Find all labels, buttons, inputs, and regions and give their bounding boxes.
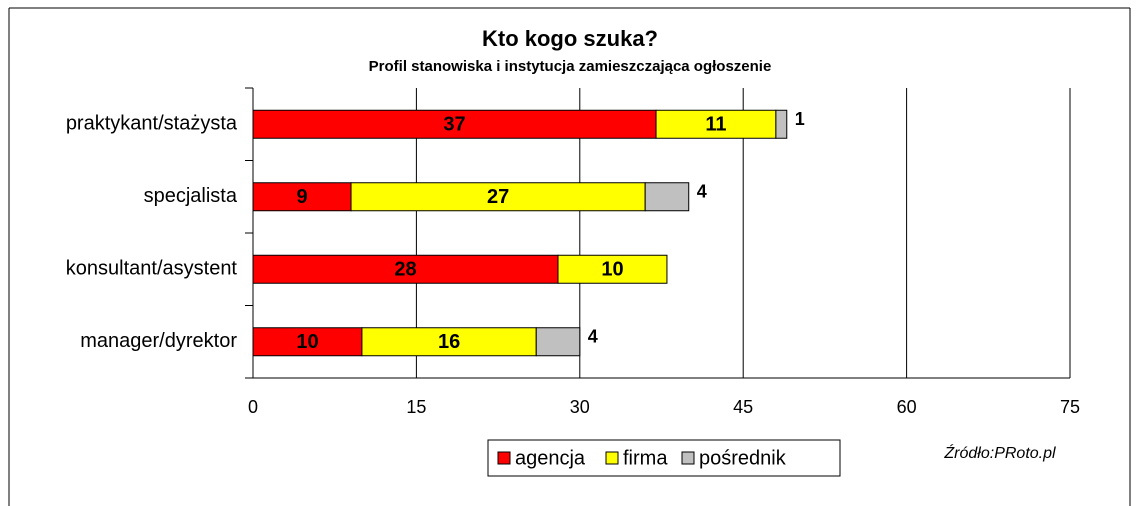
y-tick-label: manager/dyrektor bbox=[80, 330, 237, 352]
bar-segment bbox=[252, 182, 352, 212]
bar-segment bbox=[655, 109, 777, 139]
legend-box bbox=[487, 439, 841, 477]
bar-segment bbox=[775, 109, 788, 139]
bar-segment bbox=[252, 254, 559, 284]
data-label: 4 bbox=[697, 182, 707, 202]
bar-segment bbox=[252, 327, 363, 357]
chart-subtitle: Profil stanowiska i instytucja zamieszcz… bbox=[369, 58, 772, 75]
data-label: 11 bbox=[705, 114, 726, 136]
x-tick-label: 45 bbox=[733, 397, 753, 417]
x-tick-label: 0 bbox=[248, 397, 258, 417]
bar-segment bbox=[252, 109, 657, 139]
data-label: 37 bbox=[443, 114, 465, 136]
bar-segment bbox=[644, 182, 690, 212]
chart-title: Kto kogo szuka? bbox=[482, 26, 658, 51]
data-label: 9 bbox=[296, 186, 307, 208]
x-tick-label: 30 bbox=[570, 397, 590, 417]
source: Źródło:PRoto.pl bbox=[943, 443, 1056, 462]
bar-segment bbox=[535, 327, 581, 357]
x-tick-label: 60 bbox=[897, 397, 917, 417]
legend-label: agencja bbox=[515, 447, 586, 469]
data-label: 1 bbox=[795, 109, 805, 129]
legend-swatch bbox=[605, 451, 619, 465]
x-tick-label: 15 bbox=[406, 397, 426, 417]
legend-swatch bbox=[497, 451, 511, 465]
bar-segment bbox=[361, 327, 537, 357]
data-label: 28 bbox=[394, 259, 416, 281]
y-tick-label: konsultant/asystent bbox=[66, 258, 238, 280]
y-tick-label: specjalista bbox=[144, 185, 238, 207]
data-label: 4 bbox=[588, 327, 598, 347]
data-label: 10 bbox=[601, 259, 623, 281]
legend-label: pośrednik bbox=[699, 447, 787, 469]
legend-swatch bbox=[681, 451, 695, 465]
y-tick-label: praktykant/stażysta bbox=[66, 113, 238, 135]
data-label: 27 bbox=[487, 186, 509, 208]
legend-label: firma bbox=[623, 447, 668, 469]
data-label: 10 bbox=[296, 331, 318, 353]
bar-segment bbox=[557, 254, 668, 284]
data-label: 16 bbox=[438, 331, 460, 353]
x-tick-label: 75 bbox=[1060, 397, 1080, 417]
